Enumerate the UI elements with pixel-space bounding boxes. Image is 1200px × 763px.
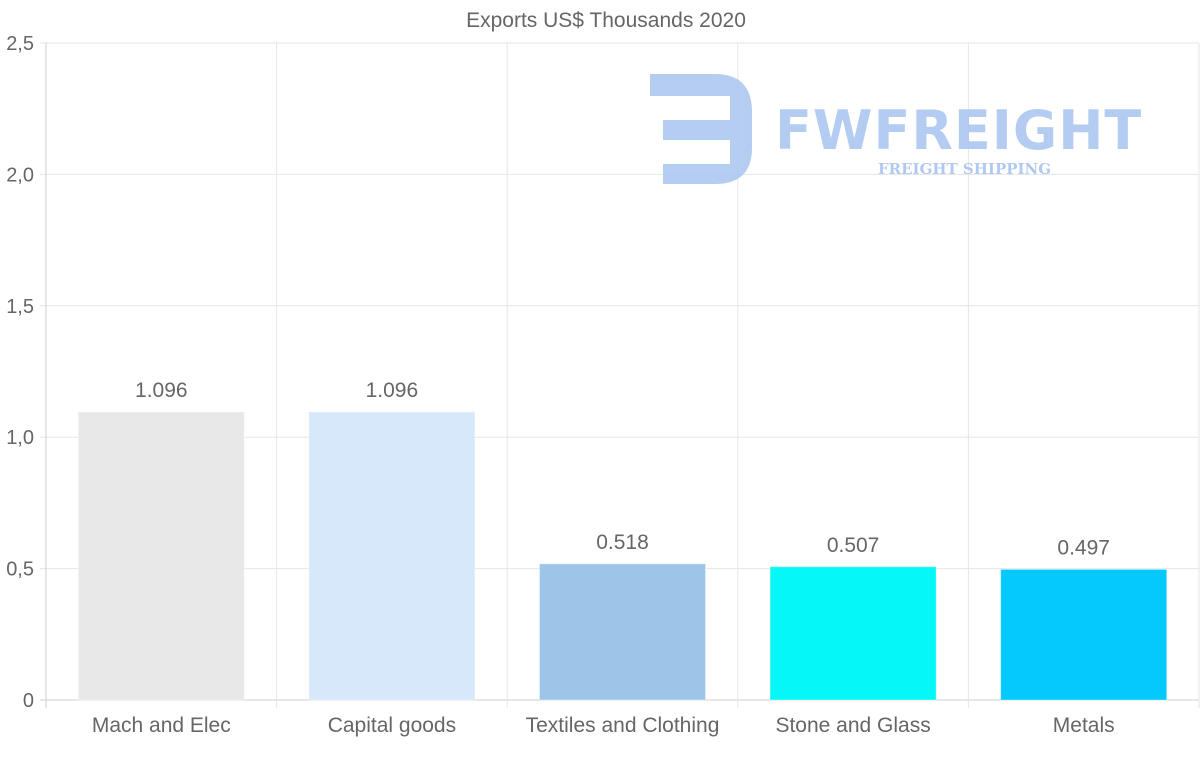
data-label: 1.096 (135, 379, 188, 402)
bar-textiles-and-clothing (538, 563, 707, 701)
data-label: 1.096 (366, 379, 419, 402)
watermark-tagline: FREIGHT SHIPPING (878, 160, 1051, 178)
bar-metals (1000, 568, 1168, 701)
x-tick-label: Capital goods (328, 714, 456, 737)
data-label: 0.507 (827, 534, 880, 557)
y-tick-label: 1,0 (6, 427, 34, 449)
fwfreight-watermark: FWFREIGHT FREIGHT SHIPPING (650, 74, 1142, 184)
y-tick-label: 1,5 (6, 296, 34, 318)
y-tick-label: 0 (23, 690, 34, 712)
x-tick-label: Mach and Elec (92, 714, 231, 737)
bars (77, 411, 1168, 701)
bar-stone-and-glass (769, 566, 937, 701)
x-tick-label: Metals (1053, 714, 1115, 737)
x-tick-label: Stone and Glass (775, 714, 930, 737)
data-labels: 1.096 1.096 0.518 0.507 0.497 (135, 379, 1110, 559)
y-axis-ticks: 0 0,5 1,0 1,5 2,0 2,5 (6, 33, 34, 712)
data-label: 0.518 (596, 531, 649, 554)
data-label: 0.497 (1057, 536, 1110, 559)
x-axis-ticks: Mach and Elec Capital goods Textiles and C… (92, 714, 1115, 737)
watermark-brand: FWFREIGHT (775, 99, 1142, 162)
fwfreight-logo-icon (650, 74, 752, 184)
bar-mach-and-elec (77, 411, 245, 701)
y-tick-label: 2,5 (6, 33, 34, 55)
chart-title: Exports US$ Thousands 2020 (466, 9, 746, 32)
y-tick-label: 2,0 (6, 164, 34, 186)
x-tick-label: Textiles and Clothing (526, 714, 720, 737)
y-tick-label: 0,5 (6, 559, 34, 581)
bar-capital-goods (308, 411, 476, 701)
